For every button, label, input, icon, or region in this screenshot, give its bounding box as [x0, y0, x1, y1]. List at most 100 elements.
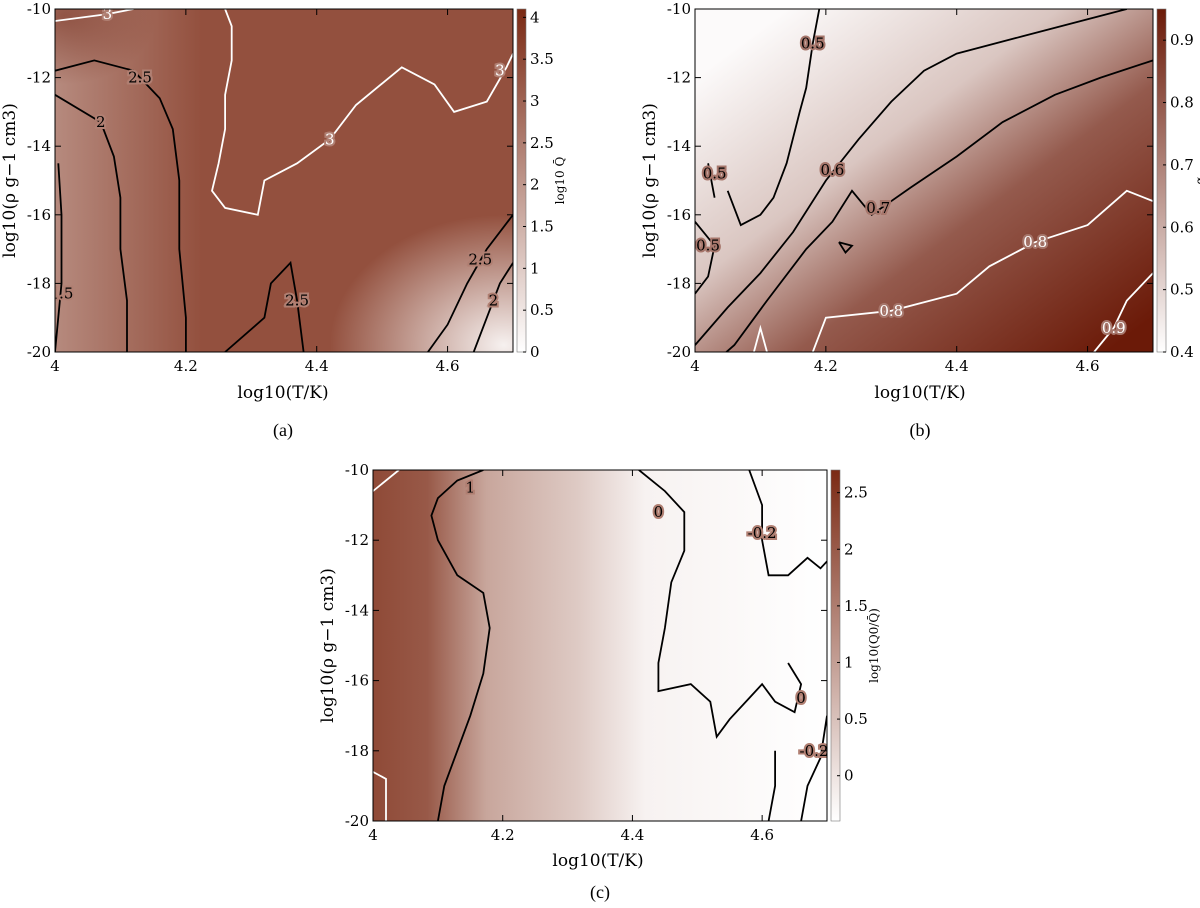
contour-line	[726, 9, 821, 227]
contour-line	[472, 262, 513, 352]
contour-line	[695, 9, 1128, 346]
y-tick-label: -14	[667, 137, 691, 155]
y-tick-label: -12	[345, 531, 369, 549]
colorbar-tick-label: 0.6	[1170, 218, 1194, 236]
colorbar-tick-label: 2	[844, 540, 854, 558]
contour-line	[55, 59, 187, 352]
contour-line	[427, 214, 513, 352]
contour-line	[638, 470, 803, 740]
contour-label: 2.5	[468, 250, 492, 268]
contour-line	[55, 94, 128, 352]
heatmap-field: 1 0 0 -0.2 -0.2	[373, 470, 829, 821]
contour-line	[811, 189, 1153, 352]
contour-label: 3	[103, 5, 113, 23]
contour-line	[1093, 272, 1153, 352]
contour-line	[55, 9, 134, 22]
contour-line	[707, 163, 716, 198]
colorbar-tick-label: 2.5	[530, 134, 554, 152]
contour-label: 0.7	[866, 199, 890, 217]
colorbar	[1156, 8, 1167, 353]
colorbar-tick-label: 4	[530, 8, 540, 26]
x-tick-label: 4.4	[620, 826, 644, 844]
colorbar-tick-label: 2	[530, 176, 540, 194]
chart-panel-3: 1 0 0 -0.2 -0.2 4 4.2 4.4 4.6 -20 -18 -16 -14 -12 -10 l…	[318, 461, 881, 903]
x-axis-label: log10(T/K)	[237, 383, 328, 403]
x-tick-label: 4	[690, 357, 700, 375]
chart-panel-1: 3 3 3 2.5 2.5 2.5 2 2 1.5 4 4.2 4.4 4.6 -20 -18 -16 -14 -…	[0, 0, 567, 441]
contour-line	[373, 470, 400, 492]
colorbar-tick-label: 0.5	[1170, 281, 1194, 299]
y-tick-label: -10	[27, 0, 51, 18]
contour-line	[753, 324, 768, 352]
y-tick-label: -10	[345, 461, 369, 479]
contour-label: 0.8	[879, 302, 903, 320]
y-tick-label: -12	[667, 69, 691, 87]
y-tick-label: -20	[345, 812, 369, 830]
contour-label: 2	[96, 113, 106, 131]
x-tick-label: 4	[368, 826, 378, 844]
contour-label: 0.9	[1102, 319, 1126, 337]
panel-label: (b)	[910, 420, 931, 441]
y-tick-label: -14	[345, 601, 369, 619]
y-tick-label: -10	[667, 0, 691, 18]
contour-line	[373, 771, 387, 821]
contour-label: 0.6	[820, 161, 844, 179]
y-tick-label: -14	[27, 137, 51, 155]
y-tick-label: -20	[667, 343, 691, 361]
x-tick-label: 4.2	[491, 826, 515, 844]
panel-label: (a)	[273, 420, 293, 441]
contour-label: 2.5	[285, 292, 309, 310]
y-tick-label: -18	[27, 274, 51, 292]
colorbar-tick-label: 0.4	[1170, 343, 1194, 361]
contour-label: 1.5	[50, 285, 74, 303]
y-axis-label: log10(ρ g−1 cm3)	[0, 103, 20, 258]
contour-line	[725, 59, 1153, 352]
heatmap-field: 0.5 0.5 0.5 0.6 0.7 0.8 0.8 0.9	[695, 9, 1153, 352]
contour-line	[430, 470, 491, 821]
y-tick-label: -20	[27, 343, 51, 361]
contour-line	[224, 260, 305, 352]
contour-line	[55, 163, 63, 352]
contour-label: 0.5	[703, 165, 727, 183]
colorbar-tick-label: 3	[530, 92, 540, 110]
x-tick-label: 4.6	[1076, 357, 1100, 375]
x-tick-label: 4.4	[305, 357, 329, 375]
x-axis-label: log10(T/K)	[552, 851, 643, 871]
colorbar-tick-label: 0.7	[1170, 156, 1194, 174]
colorbar-tick-label: 0	[530, 343, 540, 361]
x-tick-label: 4.6	[750, 826, 774, 844]
contour-label: 0.5	[801, 34, 825, 52]
plot-frame	[694, 8, 1154, 353]
colorbar	[516, 8, 527, 353]
colorbar-tick-label: 1.5	[530, 218, 554, 236]
colorbar-label: α	[1193, 176, 1200, 184]
y-tick-label: -16	[345, 672, 369, 690]
contour-label: 3	[495, 62, 505, 80]
contour-label: 0.5	[696, 237, 720, 255]
x-tick-label: 4.6	[436, 357, 460, 375]
contour-line	[211, 9, 513, 216]
colorbar-label: log10 Q̄	[552, 157, 567, 205]
y-tick-label: -18	[667, 274, 691, 292]
contour-label: 0.8	[1023, 233, 1047, 251]
y-tick-label: -16	[667, 206, 691, 224]
contour-label: -0.2	[748, 524, 777, 542]
colorbar-tick-label: 0.5	[844, 710, 868, 728]
colorbar-tick-label: 0.5	[530, 301, 554, 319]
contour-label: -0.2	[800, 742, 829, 760]
contour-label: 2	[489, 292, 499, 310]
colorbar-tick-label: 3.5	[530, 50, 554, 68]
x-tick-label: 4	[50, 357, 60, 375]
colorbar	[830, 469, 841, 822]
x-axis-label: log10(T/K)	[874, 383, 965, 403]
y-tick-label: -18	[345, 742, 369, 760]
chart-panel-2: 0.5 0.5 0.5 0.6 0.7 0.8 0.8 0.9 4 4.2 4.4 4.6 -20 -18…	[640, 0, 1200, 441]
contour-line	[748, 470, 827, 577]
contour-label: 1	[466, 479, 476, 497]
y-axis-label: log10(ρ g−1 cm3)	[318, 568, 338, 723]
contour-line	[838, 241, 854, 254]
plot-frame	[372, 469, 828, 822]
x-tick-label: 4.2	[174, 357, 198, 375]
contour-line	[800, 715, 827, 821]
